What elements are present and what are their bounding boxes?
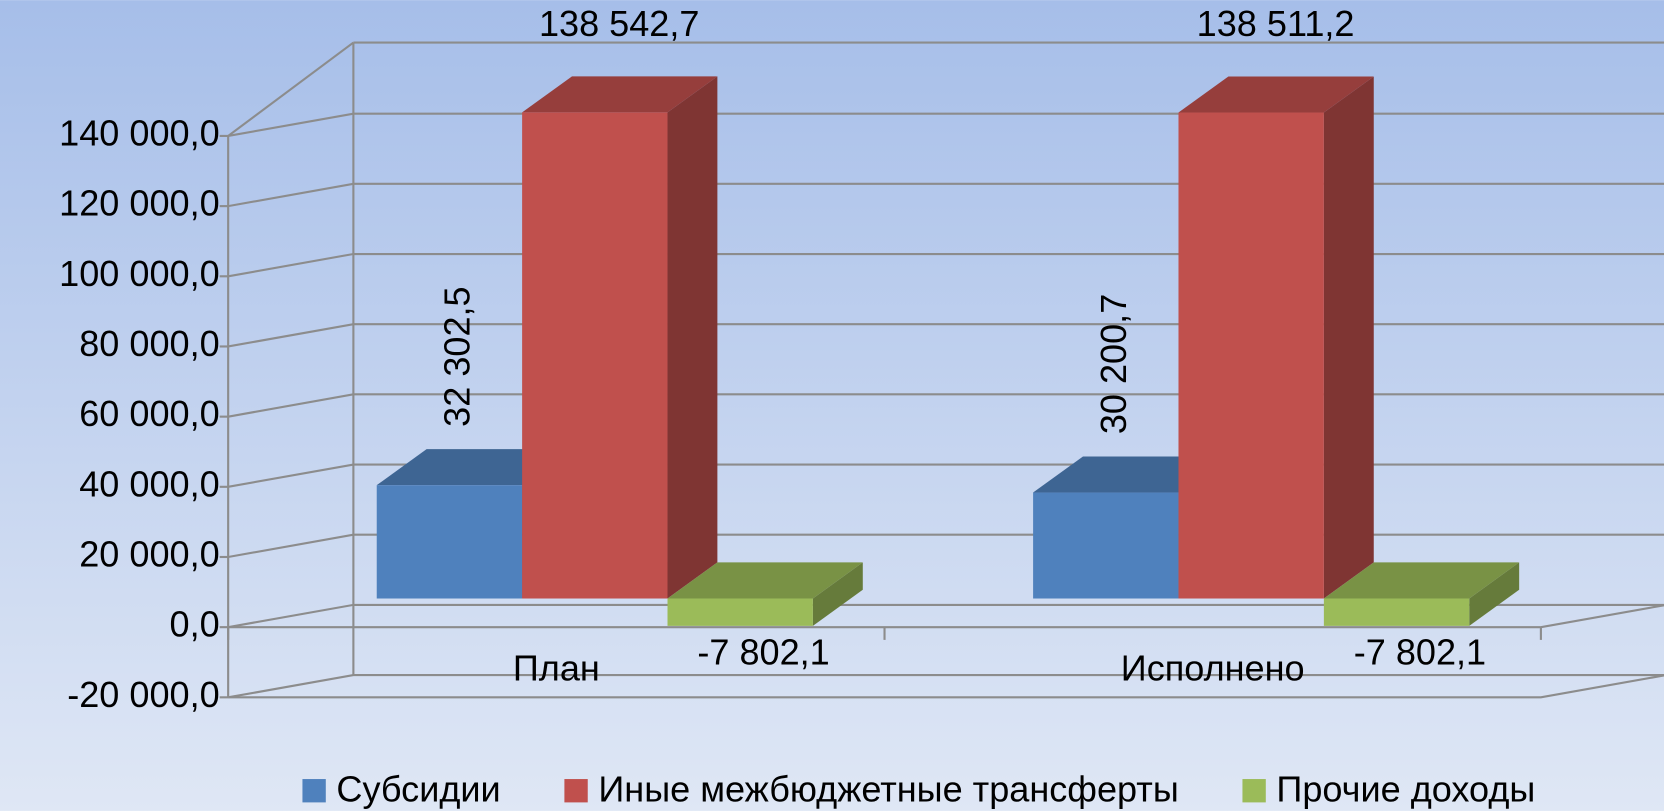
bar <box>1178 112 1324 599</box>
grid-line <box>227 673 1664 699</box>
y-tick-label: 20 000,0 <box>79 534 219 575</box>
data-label: -7 802,1 <box>1354 631 1486 672</box>
bar-side <box>812 562 863 626</box>
bar <box>522 112 668 599</box>
data-label: 138 511,2 <box>1197 3 1355 44</box>
data-label: 30 200,7 <box>1093 294 1134 434</box>
x-tick-label: Исполнено <box>1121 647 1305 688</box>
bar <box>1033 492 1179 599</box>
legend-swatch <box>302 779 326 803</box>
y-tick-label: 60 000,0 <box>79 393 219 434</box>
y-tick-label: 120 000,0 <box>59 183 220 224</box>
bar-side <box>1469 562 1520 626</box>
y-tick-label: 40 000,0 <box>79 463 219 504</box>
y-tick-label: 0,0 <box>170 604 220 645</box>
data-label: -7 802,1 <box>697 631 829 672</box>
bar-top <box>667 562 863 599</box>
data-label: 32 302,5 <box>437 286 478 426</box>
bar-top <box>1323 562 1520 599</box>
wall-edge <box>227 41 355 137</box>
legend-swatch <box>564 779 588 803</box>
data-label: 138 542,7 <box>539 3 700 44</box>
legend-label: Прочие доходы <box>1276 768 1535 809</box>
y-tick-label: 80 000,0 <box>79 323 219 364</box>
bar <box>376 485 523 599</box>
y-tick-label: 140 000,0 <box>59 112 220 153</box>
x-tick-label: План <box>513 647 600 688</box>
grid-line <box>227 603 1664 629</box>
bar-side <box>1323 76 1374 599</box>
bar-top <box>1178 76 1374 113</box>
bar <box>1323 598 1470 626</box>
bar <box>667 598 813 626</box>
y-tick-label: -20 000,0 <box>67 674 219 715</box>
y-tick-label: 100 000,0 <box>59 253 220 294</box>
bar-top <box>522 76 718 113</box>
legend-swatch <box>1242 779 1266 803</box>
floor-edge <box>228 674 1664 699</box>
legend-label: Иные межбюджетные трансферты <box>598 768 1178 809</box>
bar-side <box>667 76 718 599</box>
legend-label: Субсидии <box>336 768 500 809</box>
